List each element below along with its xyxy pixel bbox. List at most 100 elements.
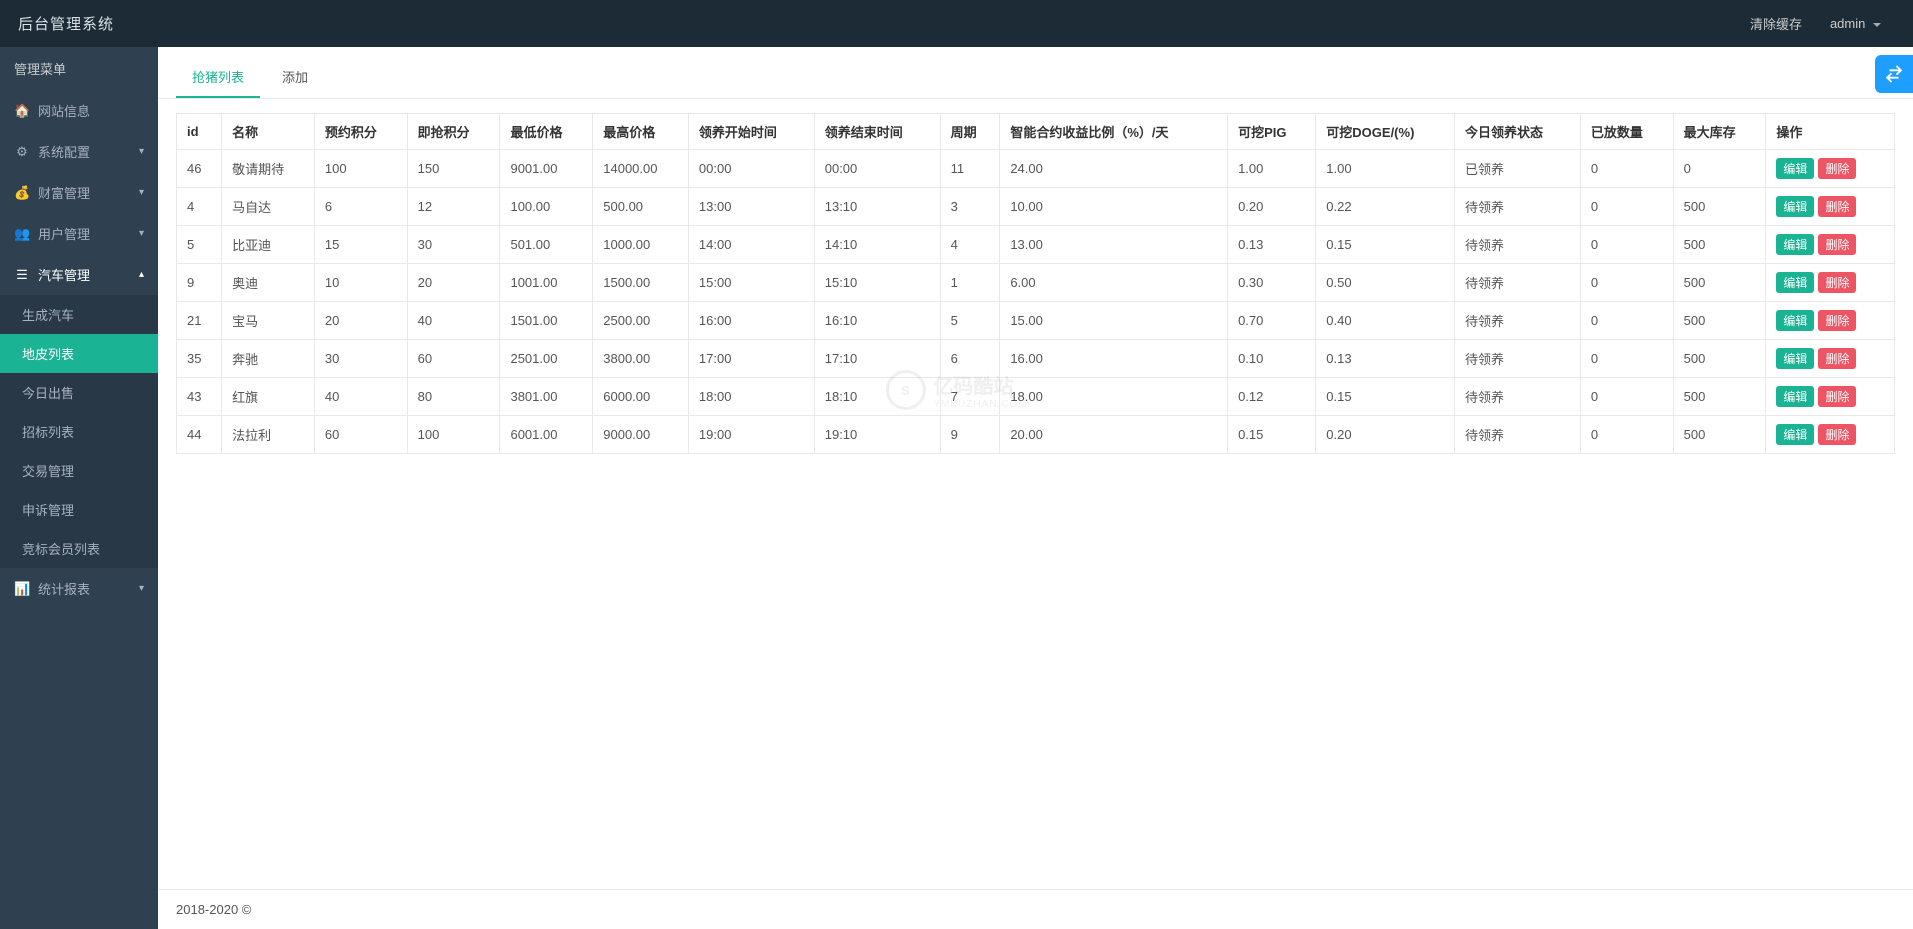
delete-button[interactable]: 删除 <box>1818 310 1856 331</box>
table-cell: 0 <box>1580 226 1673 264</box>
table-cell: 17:10 <box>814 340 940 378</box>
table-cell: 20 <box>407 264 500 302</box>
tabs: 抢猪列表添加 <box>158 47 1913 99</box>
action-cell: 编辑删除 <box>1766 150 1895 188</box>
table-cell: 500 <box>1673 340 1766 378</box>
col-header-10: 可挖PIG <box>1228 114 1316 150</box>
sidebar-subitem-0[interactable]: 生成汽车 <box>0 295 158 334</box>
col-header-12: 今日领养状态 <box>1454 114 1580 150</box>
table-cell: 6 <box>940 340 1000 378</box>
col-header-4: 最低价格 <box>500 114 593 150</box>
delete-button[interactable]: 删除 <box>1818 348 1856 369</box>
edit-button[interactable]: 编辑 <box>1776 234 1814 255</box>
edit-button[interactable]: 编辑 <box>1776 272 1814 293</box>
edit-button[interactable]: 编辑 <box>1776 386 1814 407</box>
sidebar-subitem-2[interactable]: 今日出售 <box>0 373 158 412</box>
delete-button[interactable]: 删除 <box>1818 272 1856 293</box>
table-cell: 6.00 <box>1000 264 1228 302</box>
table-cell: 奥迪 <box>222 264 315 302</box>
table-cell: 100.00 <box>500 188 593 226</box>
delete-button[interactable]: 删除 <box>1818 196 1856 217</box>
chevron-icon: ▾ <box>139 228 144 239</box>
chevron-icon: ▾ <box>139 583 144 594</box>
delete-button[interactable]: 删除 <box>1818 158 1856 179</box>
user-menu[interactable]: admin <box>1816 16 1895 31</box>
table-cell: 43 <box>177 378 222 416</box>
sidebar-subitem-3[interactable]: 招标列表 <box>0 412 158 451</box>
table-row: 44法拉利601006001.009000.0019:0019:10920.00… <box>177 416 1895 454</box>
sidebar-subitem-6[interactable]: 竞标会员列表 <box>0 529 158 568</box>
table-cell: 0 <box>1580 302 1673 340</box>
table-cell: 14000.00 <box>593 150 689 188</box>
table-cell: 6 <box>314 188 407 226</box>
table-cell: 已领养 <box>1454 150 1580 188</box>
edit-button[interactable]: 编辑 <box>1776 424 1814 445</box>
table-cell: 0.15 <box>1316 226 1455 264</box>
table-cell: 20.00 <box>1000 416 1228 454</box>
table-cell: 500 <box>1673 378 1766 416</box>
table-cell: 20 <box>314 302 407 340</box>
table-cell: 红旗 <box>222 378 315 416</box>
brand-title: 后台管理系统 <box>18 13 114 34</box>
table-row: 43红旗40803801.006000.0018:0018:10718.000.… <box>177 378 1895 416</box>
sidebar-item-2[interactable]: 💰财富管理▾ <box>0 172 158 213</box>
sidebar-subitem-4[interactable]: 交易管理 <box>0 451 158 490</box>
table-cell: 19:00 <box>688 416 814 454</box>
tab-1[interactable]: 添加 <box>266 57 324 98</box>
edit-button[interactable]: 编辑 <box>1776 158 1814 179</box>
delete-button[interactable]: 删除 <box>1818 386 1856 407</box>
table-cell: 0 <box>1673 150 1766 188</box>
table-cell: 0 <box>1580 188 1673 226</box>
table-cell: 500 <box>1673 188 1766 226</box>
sidebar-submenu: 生成汽车地皮列表今日出售招标列表交易管理申诉管理竞标会员列表 <box>0 295 158 568</box>
table-wrap: id名称预约积分即抢积分最低价格最高价格领养开始时间领养结束时间周期智能合约收益… <box>158 99 1913 889</box>
table-cell: 2501.00 <box>500 340 593 378</box>
table-cell: 12 <box>407 188 500 226</box>
col-header-8: 周期 <box>940 114 1000 150</box>
sidebar-item-3[interactable]: 👥用户管理▾ <box>0 213 158 254</box>
nav-label: 网站信息 <box>38 101 90 120</box>
table-cell: 00:00 <box>688 150 814 188</box>
sidebar-subitem-5[interactable]: 申诉管理 <box>0 490 158 529</box>
table-cell: 40 <box>314 378 407 416</box>
table-cell: 待领养 <box>1454 378 1580 416</box>
caret-down-icon <box>1873 23 1881 27</box>
float-feedback-button[interactable] <box>1875 55 1913 93</box>
chevron-icon: ▾ <box>139 146 144 157</box>
sidebar-item-4[interactable]: ☰汽车管理▴ <box>0 254 158 295</box>
table-cell: 0.50 <box>1316 264 1455 302</box>
table-cell: 3 <box>940 188 1000 226</box>
table-cell: 24.00 <box>1000 150 1228 188</box>
tab-0[interactable]: 抢猪列表 <box>176 57 260 98</box>
table-cell: 2500.00 <box>593 302 689 340</box>
sidebar-item-0[interactable]: 🏠 网站信息 <box>0 90 158 131</box>
table-cell: 待领养 <box>1454 188 1580 226</box>
table-cell: 16:00 <box>688 302 814 340</box>
nav-label: 财富管理 <box>38 183 90 202</box>
col-header-11: 可挖DOGE/(%) <box>1316 114 1455 150</box>
action-cell: 编辑删除 <box>1766 416 1895 454</box>
nav-icon: 👥 <box>14 226 30 242</box>
edit-button[interactable]: 编辑 <box>1776 348 1814 369</box>
nav-icon: 🏠 <box>14 103 30 119</box>
action-cell: 编辑删除 <box>1766 226 1895 264</box>
sidebar-item-5[interactable]: 📊统计报表▾ <box>0 568 158 609</box>
edit-button[interactable]: 编辑 <box>1776 196 1814 217</box>
table-cell: 500 <box>1673 264 1766 302</box>
clear-cache-button[interactable]: 清除缓存 <box>1736 14 1816 33</box>
sidebar-subitem-1[interactable]: 地皮列表 <box>0 334 158 373</box>
main-content: 抢猪列表添加 id名称预约积分即抢积分最低价格最高价格领养开始时间领养结束时间周… <box>158 47 1913 929</box>
table-cell: 44 <box>177 416 222 454</box>
sidebar-item-1[interactable]: ⚙系统配置▾ <box>0 131 158 172</box>
delete-button[interactable]: 删除 <box>1818 234 1856 255</box>
table-cell: 宝马 <box>222 302 315 340</box>
table-row: 5比亚迪1530501.001000.0014:0014:10413.000.1… <box>177 226 1895 264</box>
table-cell: 待领养 <box>1454 340 1580 378</box>
nav-icon: 📊 <box>14 581 30 597</box>
edit-button[interactable]: 编辑 <box>1776 310 1814 331</box>
table-cell: 1.00 <box>1228 150 1316 188</box>
nav-label: 系统配置 <box>38 142 90 161</box>
table-cell: 0.40 <box>1316 302 1455 340</box>
delete-button[interactable]: 删除 <box>1818 424 1856 445</box>
table-cell: 60 <box>314 416 407 454</box>
